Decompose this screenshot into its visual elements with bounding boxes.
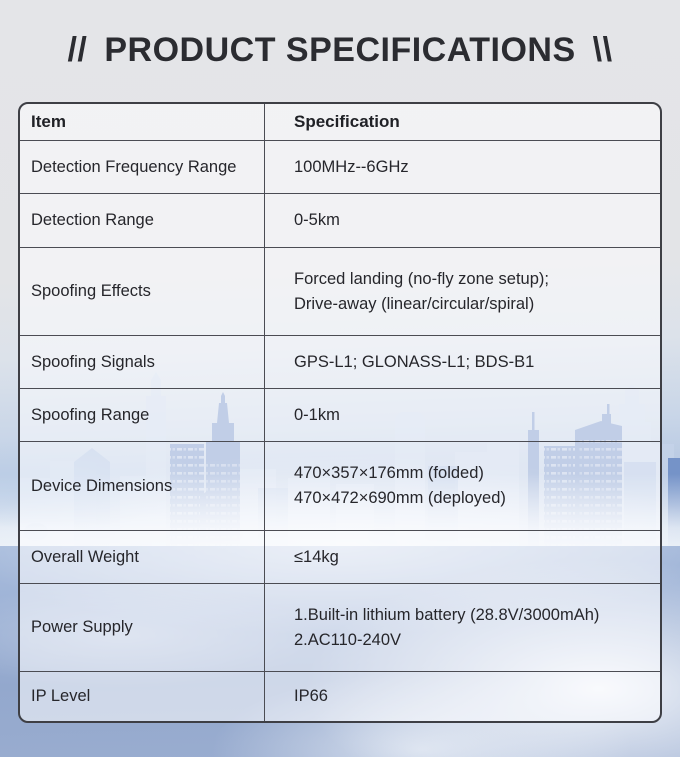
page-title: // PRODUCT SPECIFICATIONS \\ [0,22,680,78]
spec-cell: 0-5km [294,211,340,230]
title-slash-right-icon: \\ [592,30,613,69]
item-cell: Detection Frequency Range [20,141,265,193]
item-cell: Overall Weight [20,531,265,583]
table-row-ip-level: IP Level IP66 [20,671,660,721]
spec-cell: Forced landing (no-fly zone setup); Driv… [294,269,549,313]
spec-cell: 100MHz--6GHz [294,157,409,176]
spec-cell: GPS-L1; GLONASS-L1; BDS-B1 [294,352,535,371]
item-cell: Spoofing Effects [20,248,265,335]
table-row-spoofing-range: Spoofing Range 0-1km [20,388,660,441]
item-cell: Spoofing Range [20,389,265,441]
header-item: Item [20,104,265,140]
spec-cell: 1.Built-in lithium battery (28.8V/3000mA… [294,605,600,649]
spec-table: Item Specification Detection Frequency R… [18,102,662,723]
table-row-device-dimensions: Device Dimensions 470×357×176mm (folded)… [20,441,660,530]
item-cell: IP Level [20,672,265,721]
table-row-power-supply: Power Supply 1.Built-in lithium battery … [20,583,660,671]
spec-cell: IP66 [294,687,328,706]
table-header-row: Item Specification [20,104,660,140]
header-specification: Specification [294,112,400,132]
page-title-text: PRODUCT SPECIFICATIONS [104,30,576,69]
table-row-spoofing-effects: Spoofing Effects Forced landing (no-fly … [20,247,660,335]
spec-cell: 0-1km [294,405,340,424]
table-row-detection-frequency-range: Detection Frequency Range 100MHz--6GHz [20,140,660,193]
item-cell: Spoofing Signals [20,336,265,388]
title-slash-left-icon: // [67,30,88,69]
spec-cell: ≤14kg [294,547,339,566]
spec-cell: 470×357×176mm (folded) 470×472×690mm (de… [294,464,506,507]
table-row-overall-weight: Overall Weight ≤14kg [20,530,660,583]
item-cell: Detection Range [20,194,265,247]
item-cell: Power Supply [20,584,265,671]
table-row-spoofing-signals: Spoofing Signals GPS-L1; GLONASS-L1; BDS… [20,335,660,388]
item-cell: Device Dimensions [20,442,265,530]
table-row-detection-range: Detection Range 0-5km [20,193,660,247]
